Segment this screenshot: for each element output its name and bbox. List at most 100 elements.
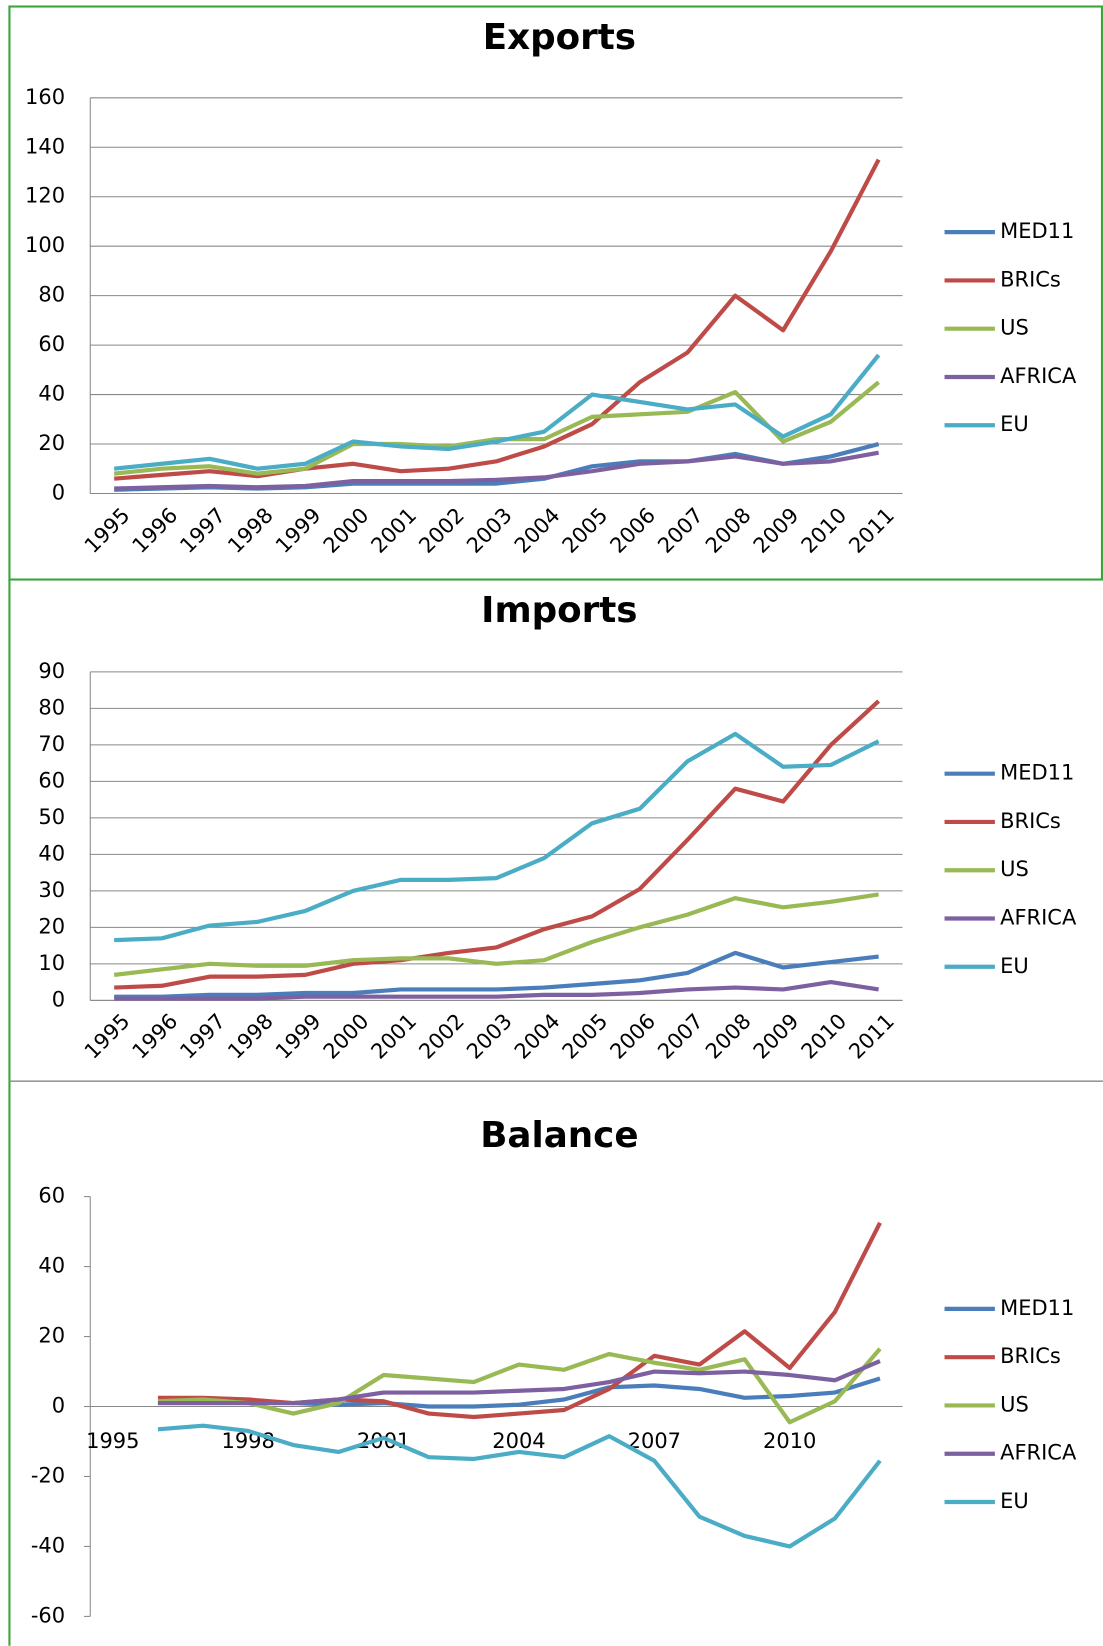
legend-label: US bbox=[1000, 316, 1029, 340]
y-tick-label: 60 bbox=[38, 1184, 65, 1208]
chart-title: Exports bbox=[483, 17, 636, 58]
legend-label: BRICs bbox=[1000, 267, 1061, 291]
y-tick-label: 80 bbox=[38, 283, 65, 307]
x-tick-label: 2004 bbox=[492, 1429, 545, 1453]
x-tick-label: 1997 bbox=[175, 503, 230, 558]
x-tick-label: 2000 bbox=[319, 1009, 374, 1064]
x-tick-label: 2006 bbox=[605, 1009, 660, 1064]
x-tick-label: 1999 bbox=[271, 503, 326, 558]
series-line bbox=[157, 1221, 882, 1420]
x-tick-label: 1998 bbox=[223, 503, 278, 558]
y-tick-label: 30 bbox=[38, 878, 65, 902]
series-line bbox=[157, 1359, 881, 1406]
legend-label: MED11 bbox=[1000, 761, 1074, 785]
x-tick-label: 1999 bbox=[271, 1009, 326, 1064]
legend-label: AFRICA bbox=[1000, 1441, 1077, 1465]
legend-label: AFRICA bbox=[1000, 364, 1077, 388]
x-tick-label: 1995 bbox=[80, 1009, 135, 1064]
x-tick-label: 1995 bbox=[86, 1429, 139, 1453]
series-line bbox=[114, 699, 881, 990]
x-tick-label: 1996 bbox=[128, 1009, 183, 1064]
series-line bbox=[113, 892, 879, 977]
frame bbox=[8, 5, 1103, 581]
x-tick-label: 2002 bbox=[414, 503, 469, 558]
y-tick-label: -40 bbox=[31, 1533, 65, 1557]
legend-label: AFRICA bbox=[1000, 906, 1077, 930]
x-tick-label: 1997 bbox=[175, 1009, 230, 1064]
x-tick-label: 2010 bbox=[797, 1009, 852, 1064]
x-tick-label: 2001 bbox=[357, 1429, 410, 1453]
x-tick-label: 2001 bbox=[366, 1009, 421, 1064]
series-line bbox=[114, 950, 879, 999]
y-tick-label: -20 bbox=[31, 1463, 65, 1487]
x-tick-label: 2003 bbox=[462, 503, 517, 558]
x-tick-label: 2007 bbox=[653, 1009, 708, 1064]
x-tick-label: 2000 bbox=[319, 503, 374, 558]
y-tick-label: 90 bbox=[38, 659, 65, 683]
y-tick-label: -60 bbox=[31, 1603, 65, 1627]
y-tick-label: 40 bbox=[38, 841, 65, 865]
series-line bbox=[114, 980, 879, 1001]
y-tick-label: 40 bbox=[38, 1254, 65, 1278]
y-tick-label: 60 bbox=[38, 768, 65, 792]
series-line bbox=[157, 1347, 882, 1425]
y-tick-label: 120 bbox=[25, 184, 65, 208]
legend-label: EU bbox=[1000, 1489, 1029, 1513]
x-tick-label: 2008 bbox=[701, 1009, 756, 1064]
x-tick-label: 2009 bbox=[749, 1009, 804, 1064]
x-tick-label: 2002 bbox=[414, 1009, 469, 1064]
legend-label: BRICs bbox=[1000, 809, 1061, 833]
x-tick-label: 2003 bbox=[462, 1009, 517, 1064]
legend-label: MED11 bbox=[1000, 1296, 1074, 1320]
series-line bbox=[114, 442, 880, 492]
x-tick-label: 2008 bbox=[701, 503, 756, 558]
x-tick-label: 2005 bbox=[558, 1009, 613, 1064]
series-line bbox=[113, 380, 880, 476]
x-tick-label: 1998 bbox=[222, 1429, 275, 1453]
x-tick-label: 1995 bbox=[80, 503, 135, 558]
x-tick-label: 2011 bbox=[844, 1009, 899, 1064]
x-tick-label: 1996 bbox=[128, 503, 183, 558]
x-tick-label: 2010 bbox=[763, 1429, 816, 1453]
y-tick-label: 40 bbox=[38, 382, 65, 406]
legend-label: MED11 bbox=[1000, 219, 1074, 243]
y-tick-label: 0 bbox=[52, 480, 65, 504]
x-tick-label: 2007 bbox=[653, 503, 708, 558]
chart-title: Imports bbox=[481, 590, 637, 631]
legend-label: US bbox=[1000, 1392, 1029, 1416]
x-tick-label: 2001 bbox=[366, 503, 421, 558]
legend-label: EU bbox=[1000, 954, 1029, 978]
x-tick-label: 2004 bbox=[510, 503, 565, 558]
y-tick-label: 10 bbox=[38, 951, 65, 975]
y-tick-label: 140 bbox=[25, 134, 65, 158]
series-line bbox=[114, 450, 879, 491]
y-tick-label: 50 bbox=[38, 805, 65, 829]
x-tick-label: 2006 bbox=[605, 503, 660, 558]
legend-label: EU bbox=[1000, 412, 1029, 436]
y-tick-label: 160 bbox=[25, 85, 65, 109]
series-line bbox=[157, 1423, 882, 1549]
y-tick-label: 70 bbox=[38, 732, 65, 756]
y-tick-label: 60 bbox=[38, 332, 65, 356]
series-line bbox=[113, 353, 881, 471]
x-tick-label: 2004 bbox=[510, 1009, 565, 1064]
y-tick-label: 100 bbox=[25, 233, 65, 257]
x-tick-label: 2011 bbox=[844, 503, 899, 558]
chart-title: Balance bbox=[480, 1115, 638, 1156]
legend-label: US bbox=[1000, 857, 1029, 881]
y-tick-label: 80 bbox=[38, 695, 65, 719]
series-line bbox=[114, 158, 881, 481]
y-tick-label: 20 bbox=[38, 914, 65, 938]
y-tick-label: 0 bbox=[52, 987, 65, 1011]
legend-label: BRICs bbox=[1000, 1344, 1061, 1368]
x-tick-label: 2005 bbox=[558, 503, 613, 558]
x-tick-label: 2010 bbox=[797, 503, 852, 558]
y-tick-label: 20 bbox=[38, 431, 65, 455]
series-line bbox=[114, 731, 880, 943]
y-tick-label: 0 bbox=[52, 1394, 65, 1418]
y-tick-label: 20 bbox=[38, 1324, 65, 1348]
x-tick-label: 2009 bbox=[749, 503, 804, 558]
x-tick-label: 1998 bbox=[223, 1009, 278, 1064]
